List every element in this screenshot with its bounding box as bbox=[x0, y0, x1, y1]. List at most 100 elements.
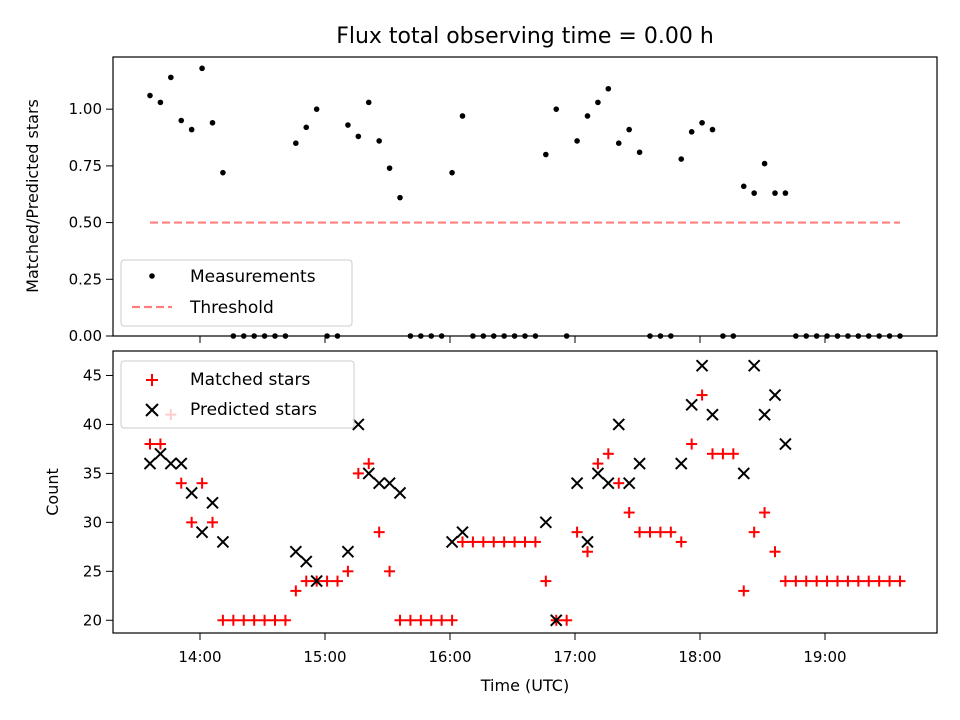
measurement-point bbox=[386, 165, 393, 171]
measurement-point bbox=[147, 92, 153, 99]
bottom-y-ticks: 20 25 30 35 40 45 bbox=[83, 366, 113, 629]
matched-star-point bbox=[665, 526, 677, 538]
legend-predicted-label: Predicted stars bbox=[190, 400, 317, 420]
measurement-point bbox=[584, 113, 591, 119]
matched-star-point bbox=[613, 477, 625, 489]
matched-star-point bbox=[144, 438, 156, 450]
matched-star-point bbox=[800, 575, 812, 587]
measurement-point bbox=[761, 160, 768, 167]
predicted-star-point bbox=[456, 525, 469, 539]
top-y-axis-label: Matched/Predicted stars bbox=[23, 99, 42, 293]
top-y-ticks: 0.00 0.25 0.50 0.75 1.00 bbox=[69, 100, 113, 345]
bottom-x-tick-label: 15:00 bbox=[303, 648, 346, 666]
matched-star-point bbox=[196, 477, 208, 489]
matched-star-point bbox=[540, 575, 552, 587]
matched-star-point bbox=[352, 467, 364, 479]
measurement-point bbox=[595, 99, 601, 106]
measurement-point bbox=[345, 122, 351, 128]
matched-star-point bbox=[623, 507, 635, 519]
predicted-star-point bbox=[195, 525, 209, 539]
measurement-point bbox=[605, 85, 612, 92]
predicted-star-point bbox=[675, 457, 688, 470]
measurement-point bbox=[313, 106, 320, 112]
predicted-star-point bbox=[612, 418, 625, 431]
legend-measurements-marker bbox=[149, 273, 155, 279]
matched-star-point bbox=[873, 575, 885, 587]
matched-star-point bbox=[363, 458, 375, 470]
predicted-star-point bbox=[779, 437, 792, 451]
measurement-point bbox=[626, 126, 632, 133]
matched-star-point bbox=[707, 448, 718, 460]
measurement-point bbox=[157, 99, 164, 106]
measurement-point bbox=[376, 138, 382, 144]
counts-chart: 20 25 30 35 40 45 14:00 15:00 16:00 17:00 18:00 19… bbox=[43, 350, 938, 695]
bottom-x-tick-label: 17:00 bbox=[553, 648, 596, 666]
matched-star-point bbox=[727, 448, 739, 460]
top-plot-frame bbox=[112, 56, 938, 337]
matched-star-point bbox=[842, 575, 854, 587]
matched-star-point bbox=[342, 565, 354, 577]
measurement-point bbox=[188, 126, 195, 133]
matched-star-point bbox=[519, 536, 531, 548]
bottom-y-tick-label: 35 bbox=[83, 464, 102, 482]
matched-star-point bbox=[696, 389, 708, 401]
bottom-y-tick-label: 30 bbox=[83, 513, 102, 531]
matched-star-point bbox=[790, 575, 802, 587]
predicted-star-point bbox=[737, 467, 750, 480]
matched-star-point bbox=[404, 614, 416, 626]
measurement-point bbox=[355, 133, 362, 140]
matched-star-point bbox=[425, 614, 437, 626]
matched-star-point bbox=[477, 536, 489, 548]
measurement-point bbox=[168, 74, 174, 81]
bottom-x-tick-label: 18:00 bbox=[678, 648, 721, 666]
matched-star-point bbox=[467, 536, 479, 548]
matched-star-point bbox=[634, 526, 646, 538]
legend-threshold-label: Threshold bbox=[189, 298, 274, 318]
legend-measurements-label: Measurements bbox=[190, 267, 316, 287]
top-y-tick-label: 0.75 bbox=[69, 157, 102, 175]
matched-star-point bbox=[884, 575, 896, 587]
measurement-point bbox=[615, 140, 622, 146]
matched-star-point bbox=[154, 438, 166, 450]
matched-star-point bbox=[759, 507, 771, 519]
matched-star-point bbox=[675, 536, 687, 548]
top-y-tick-label: 1.00 bbox=[69, 100, 102, 118]
chart-title: Flux total observing time = 0.00 h bbox=[336, 24, 714, 49]
bottom-marks bbox=[143, 359, 906, 627]
matched-star-point bbox=[446, 614, 458, 626]
matched-star-point bbox=[436, 614, 448, 626]
predicted-star-point bbox=[393, 486, 407, 500]
measurement-point bbox=[709, 126, 716, 133]
legend-matched-label: Matched stars bbox=[190, 370, 310, 390]
top-y-tick-label: 0.50 bbox=[69, 214, 102, 232]
predicted-star-point bbox=[175, 457, 188, 470]
predicted-star-point bbox=[445, 535, 459, 549]
predicted-star-point bbox=[143, 457, 157, 470]
measurements-chart: Flux total observing time = 0.00 h 0.000… bbox=[23, 24, 938, 345]
measurement-point bbox=[699, 119, 705, 126]
predicted-star-point bbox=[300, 555, 313, 568]
measurement-point bbox=[782, 190, 789, 196]
matched-star-point bbox=[415, 614, 427, 626]
matched-star-point bbox=[748, 526, 760, 538]
matched-star-point bbox=[384, 565, 396, 577]
predicted-star-point bbox=[550, 614, 563, 627]
matched-star-point bbox=[498, 536, 510, 548]
matched-star-point bbox=[321, 575, 333, 587]
measurement-point bbox=[178, 117, 185, 124]
top-y-tick-label: 0.00 bbox=[69, 327, 102, 345]
matched-star-point bbox=[207, 516, 218, 528]
matched-star-point bbox=[769, 546, 781, 558]
measurement-point bbox=[543, 151, 549, 158]
predicted-star-point bbox=[695, 359, 709, 372]
measurement-point bbox=[199, 65, 205, 72]
matched-star-point bbox=[217, 614, 229, 626]
matched-star-point bbox=[582, 546, 593, 558]
predicted-star-point bbox=[216, 535, 230, 549]
predicted-star-point bbox=[289, 545, 303, 558]
predicted-star-point bbox=[362, 467, 375, 480]
matched-star-point bbox=[654, 526, 666, 538]
bottom-x-tick-label: 16:00 bbox=[428, 648, 471, 666]
top-y-tick-label: 0.25 bbox=[69, 270, 102, 288]
matched-star-point bbox=[821, 575, 833, 587]
